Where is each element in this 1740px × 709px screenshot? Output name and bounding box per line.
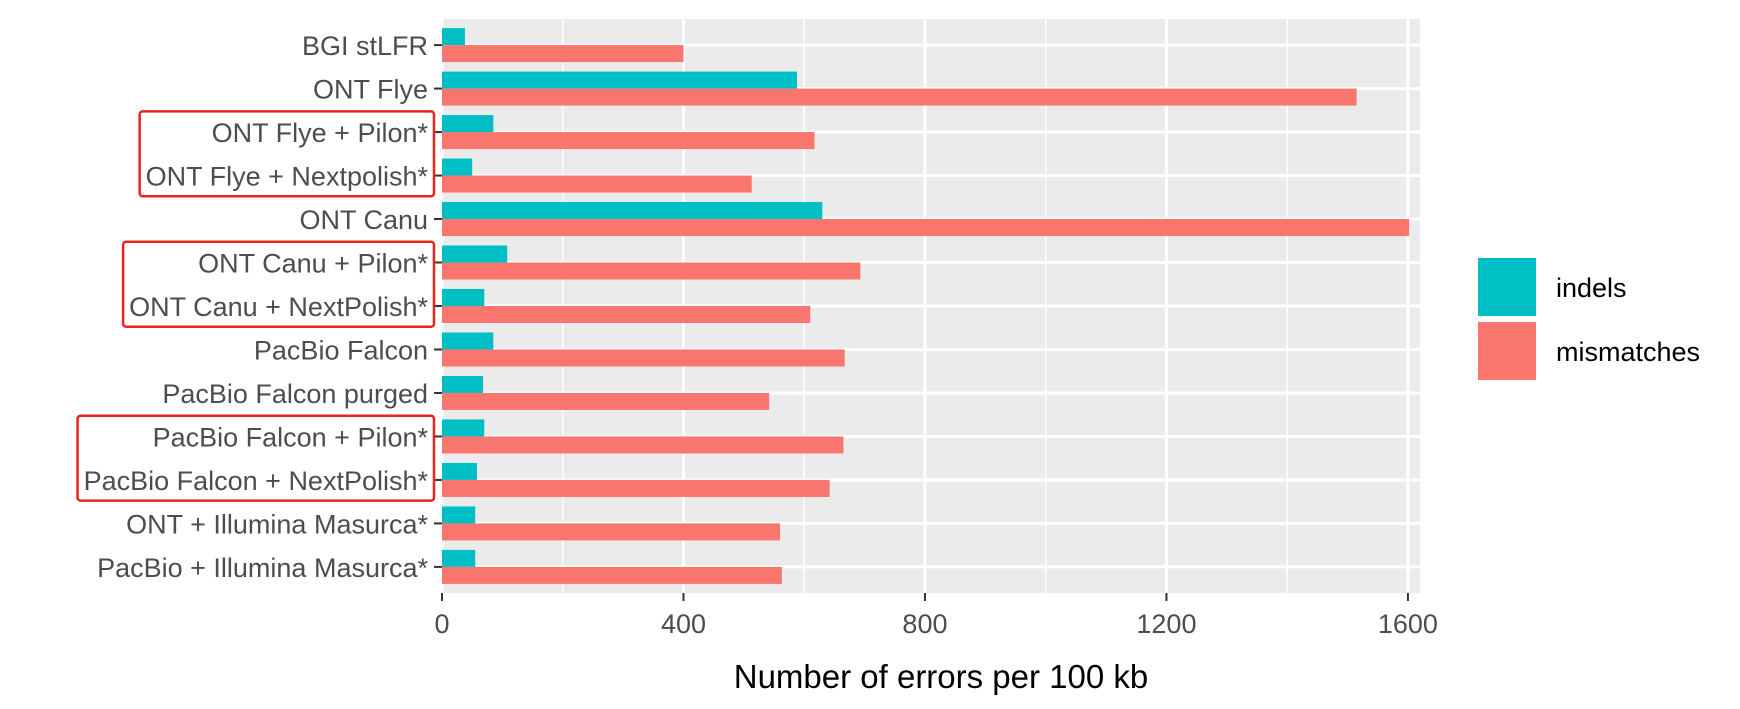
x-tick-label: 800 xyxy=(902,609,947,639)
bar-mismatches xyxy=(442,88,1357,106)
category-label: PacBio + Illumina Masurca* xyxy=(97,553,428,583)
bar-mismatches xyxy=(442,523,781,541)
x-tick-label: 1200 xyxy=(1136,609,1196,639)
category-label: ONT Flye + Pilon* xyxy=(212,118,429,148)
highlight-box xyxy=(138,110,436,198)
bar-mismatches xyxy=(442,262,861,280)
bar-indels xyxy=(442,71,797,89)
x-axis: 0 400 800 1200 1600 xyxy=(434,593,1438,639)
bar-indels xyxy=(442,419,485,437)
bar-indels xyxy=(442,245,508,263)
bar-indels xyxy=(442,462,478,480)
bar-mismatches xyxy=(442,392,770,410)
category-label: ONT + Illumina Masurca* xyxy=(126,509,428,539)
category-label: ONT Flye xyxy=(313,75,428,105)
category-label: PacBio Falcon xyxy=(254,335,428,365)
bar-indels xyxy=(442,115,494,133)
bar-mismatches xyxy=(442,479,830,497)
bar-mismatches xyxy=(442,306,811,323)
legend-label: mismatches xyxy=(1556,337,1700,367)
x-axis-title: Number of errors per 100 kb xyxy=(734,658,1149,695)
bar-indels xyxy=(442,202,823,220)
bar-mismatches xyxy=(442,436,844,454)
bar-mismatches xyxy=(442,349,845,367)
bar-indels xyxy=(442,289,485,306)
legend-key-mismatches xyxy=(1478,322,1536,380)
category-label: PacBio Falcon + Pilon* xyxy=(153,422,429,452)
bar-indels xyxy=(442,28,465,46)
category-label: ONT Canu xyxy=(299,205,428,235)
bar-mismatches xyxy=(442,132,815,150)
category-label: ONT Canu + NextPolish* xyxy=(129,292,428,322)
highlight-box xyxy=(76,414,436,502)
y-axis: BGI stLFR ONT Flye ONT Flye + Pilon* ONT Fl… xyxy=(84,31,442,583)
highlight-boxes xyxy=(76,110,436,502)
bars-group xyxy=(442,28,1410,584)
category-label: PacBio Falcon purged xyxy=(162,379,428,409)
bar-mismatches xyxy=(442,219,1410,237)
legend-label: indels xyxy=(1556,273,1627,303)
legend-key-indels xyxy=(1478,258,1536,316)
x-tick-label: 400 xyxy=(661,609,706,639)
category-label: ONT Flye + Nextpolish* xyxy=(146,162,429,192)
bar-indels xyxy=(442,506,476,524)
bar-indels xyxy=(442,158,473,176)
x-tick-label: 0 xyxy=(434,609,449,639)
highlight-box xyxy=(121,240,436,328)
bar-indels xyxy=(442,375,484,393)
bar-mismatches xyxy=(442,45,684,63)
category-label: BGI stLFR xyxy=(302,31,428,61)
bar-mismatches xyxy=(442,175,752,193)
bar-indels xyxy=(442,332,494,350)
category-label: ONT Canu + Pilon* xyxy=(198,249,428,279)
bar-indels xyxy=(442,549,476,567)
category-label: PacBio Falcon + NextPolish* xyxy=(84,466,429,496)
x-tick-label: 1600 xyxy=(1378,609,1438,639)
legend: indels mismatches xyxy=(1478,258,1700,380)
bar-mismatches xyxy=(442,566,782,584)
